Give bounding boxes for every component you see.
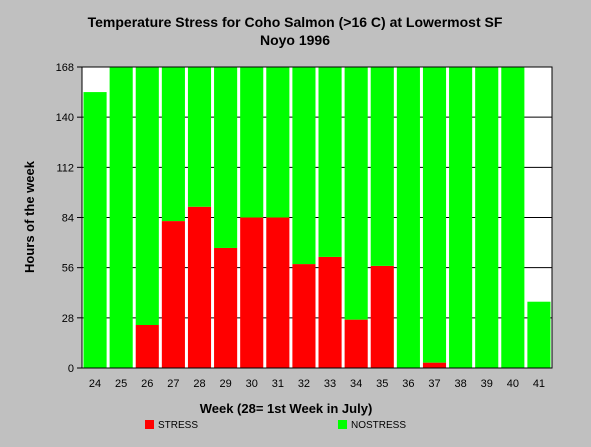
y-tick-label-28: 28 xyxy=(62,313,74,325)
x-tick-label-31: 31 xyxy=(272,378,284,390)
x-tick-label-35: 35 xyxy=(376,378,388,390)
bar-stress-week-27 xyxy=(161,221,185,368)
x-tick-label-40: 40 xyxy=(507,378,519,390)
bar-stress-week-37 xyxy=(422,362,447,368)
bar-stress-week-26 xyxy=(135,325,159,368)
x-tick-label-38: 38 xyxy=(454,378,466,390)
bar-stress-week-31 xyxy=(266,217,290,368)
legend-swatch-stress xyxy=(145,420,154,429)
bar-nostress-week-40 xyxy=(501,67,525,368)
bar-nostress-week-38 xyxy=(449,67,473,368)
bar-nostress-week-35 xyxy=(370,67,394,266)
x-tick-label-41: 41 xyxy=(533,378,545,390)
bar-nostress-week-33 xyxy=(318,67,342,257)
x-tick-label-33: 33 xyxy=(324,378,336,390)
y-tick-label-0: 0 xyxy=(68,363,74,375)
bar-stress-week-34 xyxy=(344,319,368,368)
bar-stress-week-32 xyxy=(292,264,316,368)
chart-title-line-2: Noyo 1996 xyxy=(260,32,330,48)
x-tick-label-24: 24 xyxy=(89,378,101,390)
x-tick-label-32: 32 xyxy=(298,378,310,390)
bar-nostress-week-37 xyxy=(422,67,447,363)
x-tick-label-30: 30 xyxy=(246,378,258,390)
bar-nostress-week-41 xyxy=(527,301,551,368)
bar-stress-week-33 xyxy=(318,256,342,368)
bar-stress-week-30 xyxy=(240,217,264,368)
y-axis-ticks: 0 28 56 84 112 140 168 xyxy=(56,62,82,375)
legend: STRESS NOSTRESS xyxy=(145,420,406,431)
bar-nostress-week-28 xyxy=(187,67,212,207)
bar-nostress-week-27 xyxy=(161,67,185,222)
x-tick-label-29: 29 xyxy=(219,378,231,390)
bar-nostress-week-39 xyxy=(475,67,499,368)
y-tick-label-84: 84 xyxy=(62,213,74,225)
bar-nostress-week-25 xyxy=(109,67,133,368)
y-tick-label-140: 140 xyxy=(56,112,74,124)
bar-nostress-week-32 xyxy=(292,67,316,265)
bar-stress-week-28 xyxy=(187,206,212,368)
y-axis-label: Hours of the week xyxy=(22,160,37,273)
bar-nostress-week-31 xyxy=(266,67,290,218)
x-tick-label-36: 36 xyxy=(402,378,414,390)
chart-title-line-1: Temperature Stress for Coho Salmon (>16 … xyxy=(88,14,503,30)
bar-nostress-week-34 xyxy=(344,67,368,320)
x-tick-label-28: 28 xyxy=(193,378,205,390)
x-tick-label-39: 39 xyxy=(481,378,493,390)
legend-label-nostress: NOSTRESS xyxy=(351,420,406,431)
bar-nostress-week-24 xyxy=(83,92,107,368)
bar-stress-week-35 xyxy=(370,265,394,368)
x-tick-label-27: 27 xyxy=(167,378,179,390)
bars xyxy=(83,67,551,368)
bar-nostress-week-29 xyxy=(214,67,238,248)
bar-nostress-week-30 xyxy=(240,67,264,218)
x-tick-label-34: 34 xyxy=(350,378,362,390)
x-axis-ticks: 24 25 26 27 28 29 30 31 32 33 34 35 36 37 38 39 40 41 xyxy=(89,378,545,390)
bar-nostress-week-36 xyxy=(396,67,420,368)
x-axis-label: Week (28= 1st Week in July) xyxy=(200,401,373,416)
x-tick-label-26: 26 xyxy=(141,378,153,390)
legend-label-stress: STRESS xyxy=(158,420,198,431)
x-tick-label-25: 25 xyxy=(115,378,127,390)
x-tick-label-37: 37 xyxy=(428,378,440,390)
bar-nostress-week-26 xyxy=(135,67,159,325)
y-tick-label-56: 56 xyxy=(62,263,74,275)
y-tick-label-112: 112 xyxy=(56,162,74,174)
bar-stress-week-29 xyxy=(214,247,238,368)
legend-swatch-nostress xyxy=(338,420,347,429)
y-tick-label-168: 168 xyxy=(56,62,74,74)
